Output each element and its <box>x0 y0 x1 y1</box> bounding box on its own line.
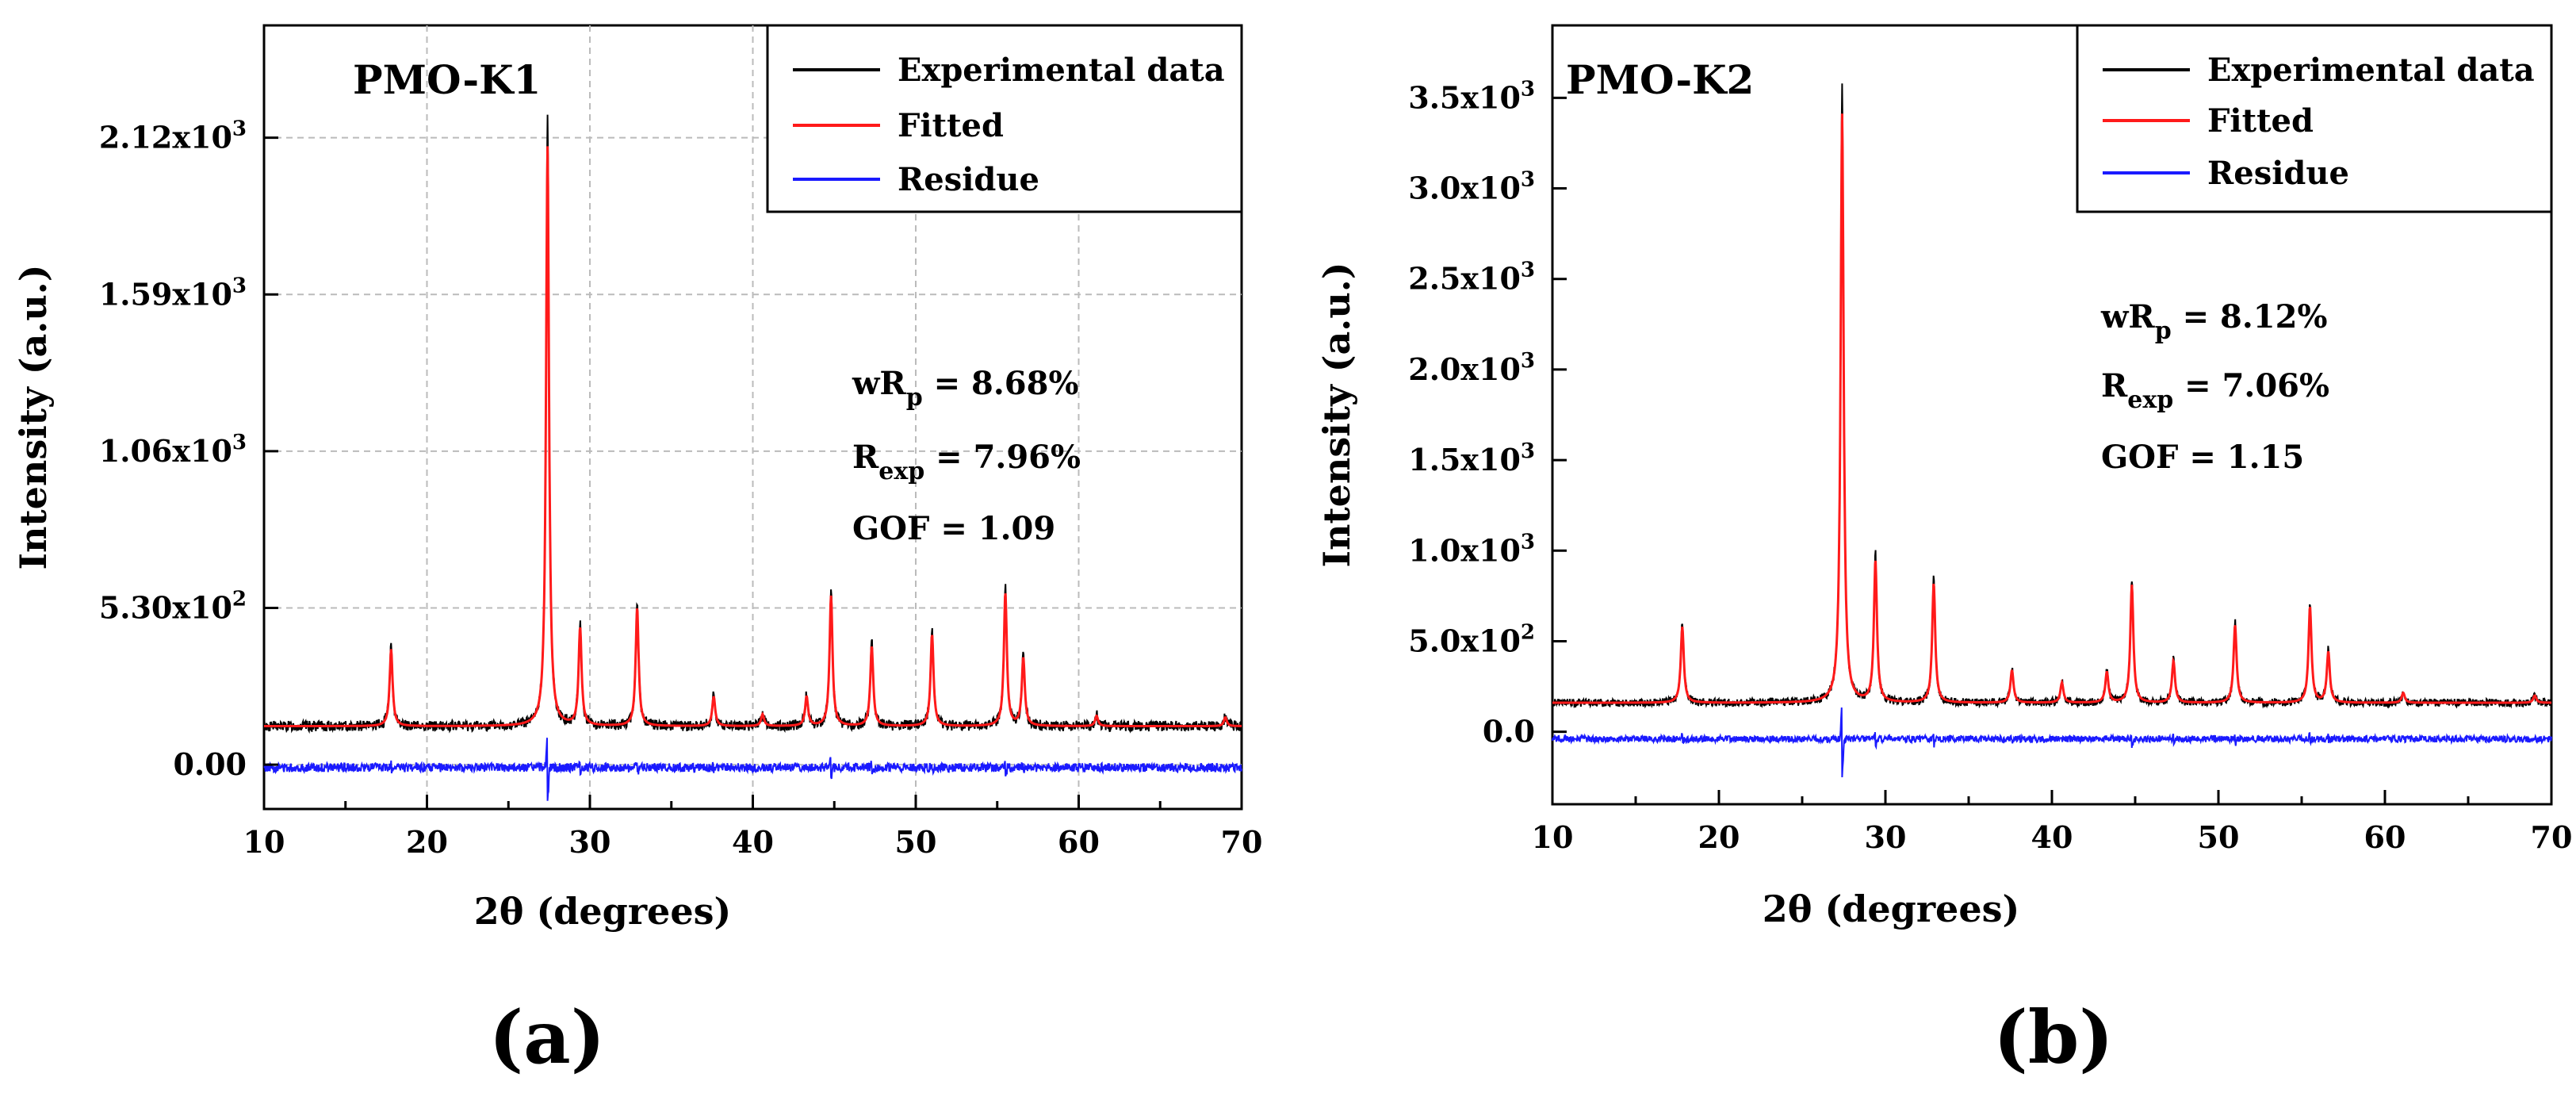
fit-stat: Rexp = 7.96% <box>852 439 1081 485</box>
y-tick-label: 5.30x102 <box>99 587 247 625</box>
series-residue <box>1552 707 2552 778</box>
series-group <box>263 114 1242 801</box>
y-axis-title: Intensity (a.u.) <box>1315 262 1358 567</box>
y-tick-label: 0.0 <box>1483 714 1535 750</box>
y-axis-title: Intensity (a.u.) <box>12 264 55 569</box>
legend-label-experimental: Experimental data <box>2207 52 2535 89</box>
y-tick-label: 3.5x103 <box>1408 77 1535 115</box>
legend-label-experimental: Experimental data <box>898 52 1225 89</box>
x-axis-title: 2θ (degrees) <box>474 890 732 933</box>
sample-label: PMO-K1 <box>353 56 541 103</box>
legend: Experimental data Fitted Residue <box>2076 24 2553 213</box>
legend-label-fitted: Fitted <box>898 107 1004 144</box>
y-tick-label: 5.0x102 <box>1408 620 1535 658</box>
fit-stat: Rexp = 7.06% <box>2101 367 2329 414</box>
chart-panel-a: 10 20 30 40 50 60 70 0.00 5.30x102 1.06x103 1.59x1… <box>12 24 1263 1080</box>
sample-label: PMO-K2 <box>1566 56 1754 103</box>
x-tick-label: 70 <box>1221 824 1263 860</box>
fit-stat: GOF = 1.15 <box>2101 439 2304 476</box>
fit-stat: wRp = 8.12% <box>2100 298 2327 345</box>
x-tick-label: 20 <box>1698 819 1740 855</box>
x-tick-label: 60 <box>1058 824 1100 860</box>
chart-panel-b: 10 20 30 40 50 60 70 0.0 5.0x102 1.0x103 1.5x103 2.… <box>1315 24 2572 1080</box>
x-tick-label: 70 <box>2531 819 2573 855</box>
x-tick-label: 60 <box>2364 819 2406 855</box>
y-tick-label: 2.12x103 <box>99 117 247 155</box>
series-fitted <box>264 146 1242 727</box>
y-tick-label: 1.0x103 <box>1408 530 1535 568</box>
legend: Experimental data Fitted Residue <box>766 24 1243 213</box>
x-tick-label: 10 <box>243 824 285 860</box>
panel-label: (b) <box>1993 995 2113 1080</box>
x-tick-label: 30 <box>569 824 611 860</box>
x-axis-title: 2θ (degrees) <box>1763 888 2020 930</box>
x-tick-label: 50 <box>895 824 937 860</box>
y-tick-label: 3.0x103 <box>1408 168 1535 206</box>
legend-label-fitted: Fitted <box>2207 102 2314 140</box>
series-experimental <box>1552 83 2552 709</box>
series-group <box>1552 83 2552 778</box>
fit-statistics: wRp = 8.12% Rexp = 7.06% GOF = 1.15 <box>2100 298 2329 476</box>
y-tick-label: 2.0x103 <box>1408 349 1535 387</box>
series-experimental <box>263 114 1242 734</box>
fit-stat: GOF = 1.09 <box>852 510 1055 547</box>
y-tick-label: 1.59x103 <box>99 274 247 312</box>
x-tick-label: 50 <box>2198 819 2240 855</box>
y-tick-label: 0.00 <box>173 746 247 782</box>
x-tick-label: 40 <box>2031 819 2073 855</box>
legend-box <box>2076 24 2553 213</box>
series-fitted <box>1552 113 2551 704</box>
y-tick-label: 1.06x103 <box>99 431 247 469</box>
legend-label-residue: Residue <box>2207 155 2349 192</box>
x-tick-label: 30 <box>1865 819 1907 855</box>
axis-ticks: 10 20 30 40 50 60 70 0.00 5.30x102 1.06x103 1.59x1… <box>99 117 1263 860</box>
x-tick-label: 40 <box>732 824 774 860</box>
series-residue <box>263 738 1242 801</box>
axis-ticks: 10 20 30 40 50 60 70 0.0 5.0x102 1.0x103 1.5x103 2.… <box>1408 77 2572 855</box>
panel-label: (a) <box>489 995 606 1080</box>
fit-statistics: wRp = 8.68% Rexp = 7.96% GOF = 1.09 <box>852 365 1081 547</box>
fit-stat: wRp = 8.68% <box>852 365 1078 412</box>
x-tick-label: 10 <box>1532 819 1574 855</box>
legend-label-residue: Residue <box>898 161 1039 198</box>
x-tick-label: 20 <box>406 824 448 860</box>
y-tick-label: 2.5x103 <box>1408 259 1535 297</box>
y-tick-label: 1.5x103 <box>1408 439 1535 477</box>
